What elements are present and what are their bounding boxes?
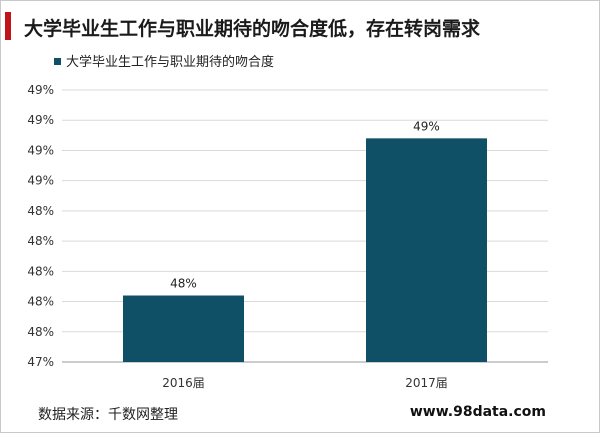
y-tick-label: 48% (27, 264, 54, 278)
y-tick-label: 48% (27, 325, 54, 339)
bar-2 (366, 138, 487, 362)
y-tick-label: 49% (27, 143, 54, 157)
y-tick-label: 47% (27, 355, 54, 369)
x-tick-label: 2017届 (405, 376, 448, 390)
y-tick-label: 48% (27, 234, 54, 248)
x-tick-label: 2016届 (162, 376, 205, 390)
legend-label: 大学毕业生工作与职业期待的吻合度 (66, 54, 274, 70)
legend-swatch (54, 58, 61, 65)
bar-1 (123, 295, 244, 362)
y-tick-label: 49% (27, 83, 54, 97)
y-tick-label: 49% (27, 174, 54, 188)
data-label: 49% (413, 119, 440, 133)
page-title: 大学毕业生工作与职业期待的吻合度低，存在转岗需求 (24, 18, 481, 40)
data-source: 数据来源：千数网整理 (38, 407, 178, 423)
title-accent-bar (5, 12, 11, 40)
data-label: 48% (170, 277, 197, 291)
website-label: www.98data.com (409, 404, 546, 420)
y-tick-label: 48% (27, 295, 54, 309)
y-tick-label: 49% (27, 113, 54, 127)
y-tick-label: 48% (27, 204, 54, 218)
